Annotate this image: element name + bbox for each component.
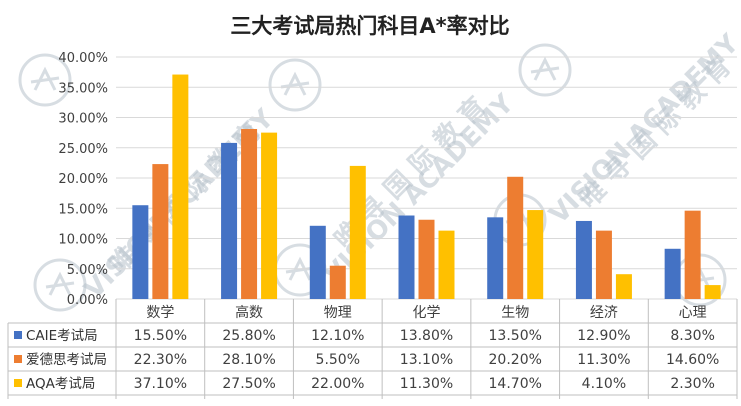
y-tick-label: 0.00%	[67, 293, 108, 308]
bar	[438, 230, 455, 299]
data-label: 22.30%	[134, 352, 187, 368]
data-label: 20.20%	[489, 352, 542, 368]
watermark-logo	[33, 258, 87, 312]
data-label: 15.50%	[134, 328, 187, 344]
watermark-mark	[30, 66, 60, 91]
series-name: AQA考试局	[26, 376, 95, 392]
y-tick-label: 35.00%	[58, 81, 108, 96]
bar	[595, 230, 612, 299]
bar	[132, 205, 149, 299]
watermark-ring	[18, 53, 72, 107]
bar	[398, 215, 415, 299]
data-label: 11.30%	[400, 376, 453, 392]
data-table: 数学 高数 物理 化学 生物 经济 心理 CAIE考试局 15.50% 25.80% 12.10% 1…	[7, 299, 738, 399]
chart-title: 三大考试局热门科目A*率对比	[230, 14, 509, 38]
y-tick-label: 5.00%	[67, 263, 108, 278]
data-label: 14.60%	[666, 352, 719, 368]
legend-swatch	[14, 355, 22, 363]
bars	[132, 74, 721, 299]
watermark-logo	[18, 53, 72, 107]
category-label: 高数	[235, 304, 263, 321]
data-label: 27.50%	[222, 376, 275, 392]
data-label: 13.80%	[400, 328, 453, 344]
watermark-mark	[280, 71, 310, 96]
category-label: 生物	[501, 305, 529, 321]
y-axis: 0.00% 5.00% 10.00% 15.00% 20.00% 25.00% 30.00%…	[58, 51, 108, 308]
watermark-mark	[45, 271, 75, 296]
data-label: 2.30%	[670, 376, 714, 392]
data-label: 13.50%	[489, 328, 542, 344]
data-label: 25.80%	[222, 328, 275, 344]
category-label: 数学	[146, 305, 174, 321]
bar	[241, 128, 258, 299]
bar	[507, 176, 524, 299]
bar	[221, 142, 238, 299]
watermark-ring	[268, 58, 322, 112]
bar	[261, 132, 278, 299]
y-tick-label: 30.00%	[58, 112, 108, 127]
y-tick-label: 25.00%	[58, 142, 108, 157]
data-label: 37.10%	[134, 376, 187, 392]
data-label: 14.70%	[489, 376, 542, 392]
category-label: 经济	[590, 305, 618, 321]
bar	[329, 265, 346, 299]
category-label: 化学	[413, 305, 441, 321]
y-tick-label: 15.00%	[58, 202, 108, 217]
bar	[684, 210, 701, 299]
bar	[664, 248, 681, 299]
data-label: 5.50%	[316, 352, 360, 368]
data-label: 13.10%	[400, 352, 453, 368]
data-label: 4.10%	[582, 376, 626, 392]
bar	[527, 210, 544, 299]
data-label: 22.00%	[311, 376, 364, 392]
watermark-ring	[518, 43, 572, 97]
category-label: 心理	[679, 305, 707, 321]
watermark-logo	[518, 43, 572, 97]
legend-swatch	[14, 379, 22, 387]
watermark-text-cn: 唯 寻 国 际 教 育	[573, 51, 737, 215]
watermark-logo	[268, 58, 322, 112]
bar	[418, 219, 435, 299]
legend-swatch	[14, 331, 22, 339]
data-label: 11.30%	[577, 352, 630, 368]
series-name: CAIE考试局	[26, 328, 98, 344]
watermark-ring	[33, 258, 87, 312]
y-tick-label: 20.00%	[58, 172, 108, 187]
watermark: VISION ACADEMY VISION ACADEMY VISION ACADE…	[18, 28, 741, 312]
bar	[704, 285, 721, 299]
y-tick-label: 40.00%	[58, 51, 108, 66]
data-label: 8.30%	[670, 328, 714, 344]
bar	[152, 164, 169, 299]
bar	[615, 274, 632, 299]
data-label: 12.10%	[311, 328, 364, 344]
series-name: 爱德思考试局	[26, 352, 107, 368]
bar	[309, 225, 326, 299]
category-label: 物理	[324, 305, 352, 321]
data-label: 12.90%	[577, 328, 630, 344]
data-label: 28.10%	[222, 352, 275, 368]
bar	[349, 165, 366, 299]
y-tick-label: 10.00%	[58, 233, 108, 248]
bar	[172, 74, 189, 299]
bar	[487, 217, 504, 299]
watermark-mark	[530, 56, 560, 81]
bar	[575, 220, 592, 299]
